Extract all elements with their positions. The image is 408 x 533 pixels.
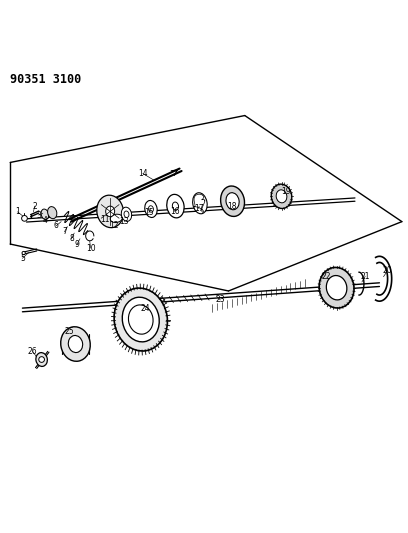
Text: 10: 10	[86, 244, 95, 253]
Text: 90351 3100: 90351 3100	[10, 72, 82, 86]
Circle shape	[22, 215, 27, 221]
Ellipse shape	[145, 200, 157, 217]
Text: 6: 6	[54, 221, 59, 230]
Ellipse shape	[129, 305, 153, 334]
Ellipse shape	[193, 193, 207, 214]
Ellipse shape	[149, 206, 153, 212]
Text: 20: 20	[383, 266, 392, 275]
Ellipse shape	[106, 206, 115, 217]
Ellipse shape	[110, 214, 122, 222]
Ellipse shape	[68, 335, 83, 352]
Text: 22: 22	[322, 272, 331, 281]
Ellipse shape	[221, 186, 244, 216]
Ellipse shape	[48, 207, 57, 219]
Ellipse shape	[167, 195, 184, 218]
Text: 13: 13	[120, 217, 129, 226]
Text: 15: 15	[144, 208, 154, 217]
Text: 5: 5	[20, 254, 25, 263]
Ellipse shape	[326, 276, 347, 300]
Ellipse shape	[226, 193, 239, 209]
Text: 17: 17	[194, 204, 204, 213]
Text: 2: 2	[32, 201, 37, 211]
Ellipse shape	[41, 209, 49, 220]
Ellipse shape	[271, 184, 292, 208]
Ellipse shape	[121, 207, 132, 221]
Ellipse shape	[124, 211, 129, 217]
Ellipse shape	[172, 202, 179, 210]
Text: 16: 16	[170, 207, 180, 216]
Text: 24: 24	[140, 304, 150, 313]
Text: 25: 25	[64, 327, 74, 336]
Text: 4: 4	[42, 216, 47, 225]
Text: 1: 1	[15, 207, 20, 216]
Ellipse shape	[276, 190, 287, 203]
Text: 26: 26	[28, 347, 38, 356]
Text: 11: 11	[100, 215, 110, 224]
Ellipse shape	[36, 353, 47, 366]
Text: 12: 12	[109, 221, 119, 230]
Ellipse shape	[61, 327, 90, 361]
Text: 23: 23	[215, 295, 225, 304]
Text: 7: 7	[62, 227, 67, 236]
Text: 19: 19	[281, 187, 290, 196]
Text: 9: 9	[74, 240, 79, 249]
Text: 14: 14	[138, 169, 148, 178]
Circle shape	[39, 357, 44, 362]
Text: 21: 21	[360, 272, 370, 281]
Ellipse shape	[114, 288, 167, 351]
Text: 18: 18	[227, 201, 237, 211]
Ellipse shape	[319, 268, 354, 308]
Circle shape	[22, 252, 25, 255]
Ellipse shape	[97, 195, 124, 228]
Ellipse shape	[122, 297, 159, 342]
Text: 3: 3	[36, 211, 41, 220]
Text: 8: 8	[69, 235, 74, 243]
